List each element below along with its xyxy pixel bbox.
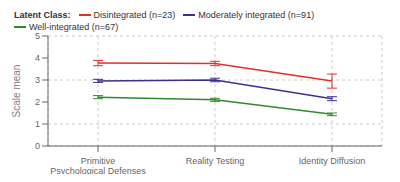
svg-text:3: 3 xyxy=(35,75,40,85)
html-text:Disintegrated (n=23): Disintegrated (n=23) xyxy=(93,10,176,20)
html-text:Well-integrated (n=67): Well-integrated (n=67) xyxy=(29,22,119,32)
svg-text:PrimitivePsychological Defense: PrimitivePsychological Defenses xyxy=(50,156,146,174)
svg-text:4: 4 xyxy=(35,53,40,63)
html-text:Moderately integrated (n=91): Moderately integrated (n=91) xyxy=(198,10,315,20)
html-text:Latent Class:: Latent Class: xyxy=(14,10,71,20)
svg-text:Identity Diffusion: Identity Diffusion xyxy=(299,156,365,166)
svg-text:2: 2 xyxy=(35,97,40,107)
svg-text:1: 1 xyxy=(35,119,40,129)
svg-text:Scale mean: Scale mean xyxy=(11,65,22,118)
svg-text:5: 5 xyxy=(35,31,40,41)
svg-text:Reality Testing: Reality Testing xyxy=(186,156,244,166)
svg-text:0: 0 xyxy=(35,141,40,151)
